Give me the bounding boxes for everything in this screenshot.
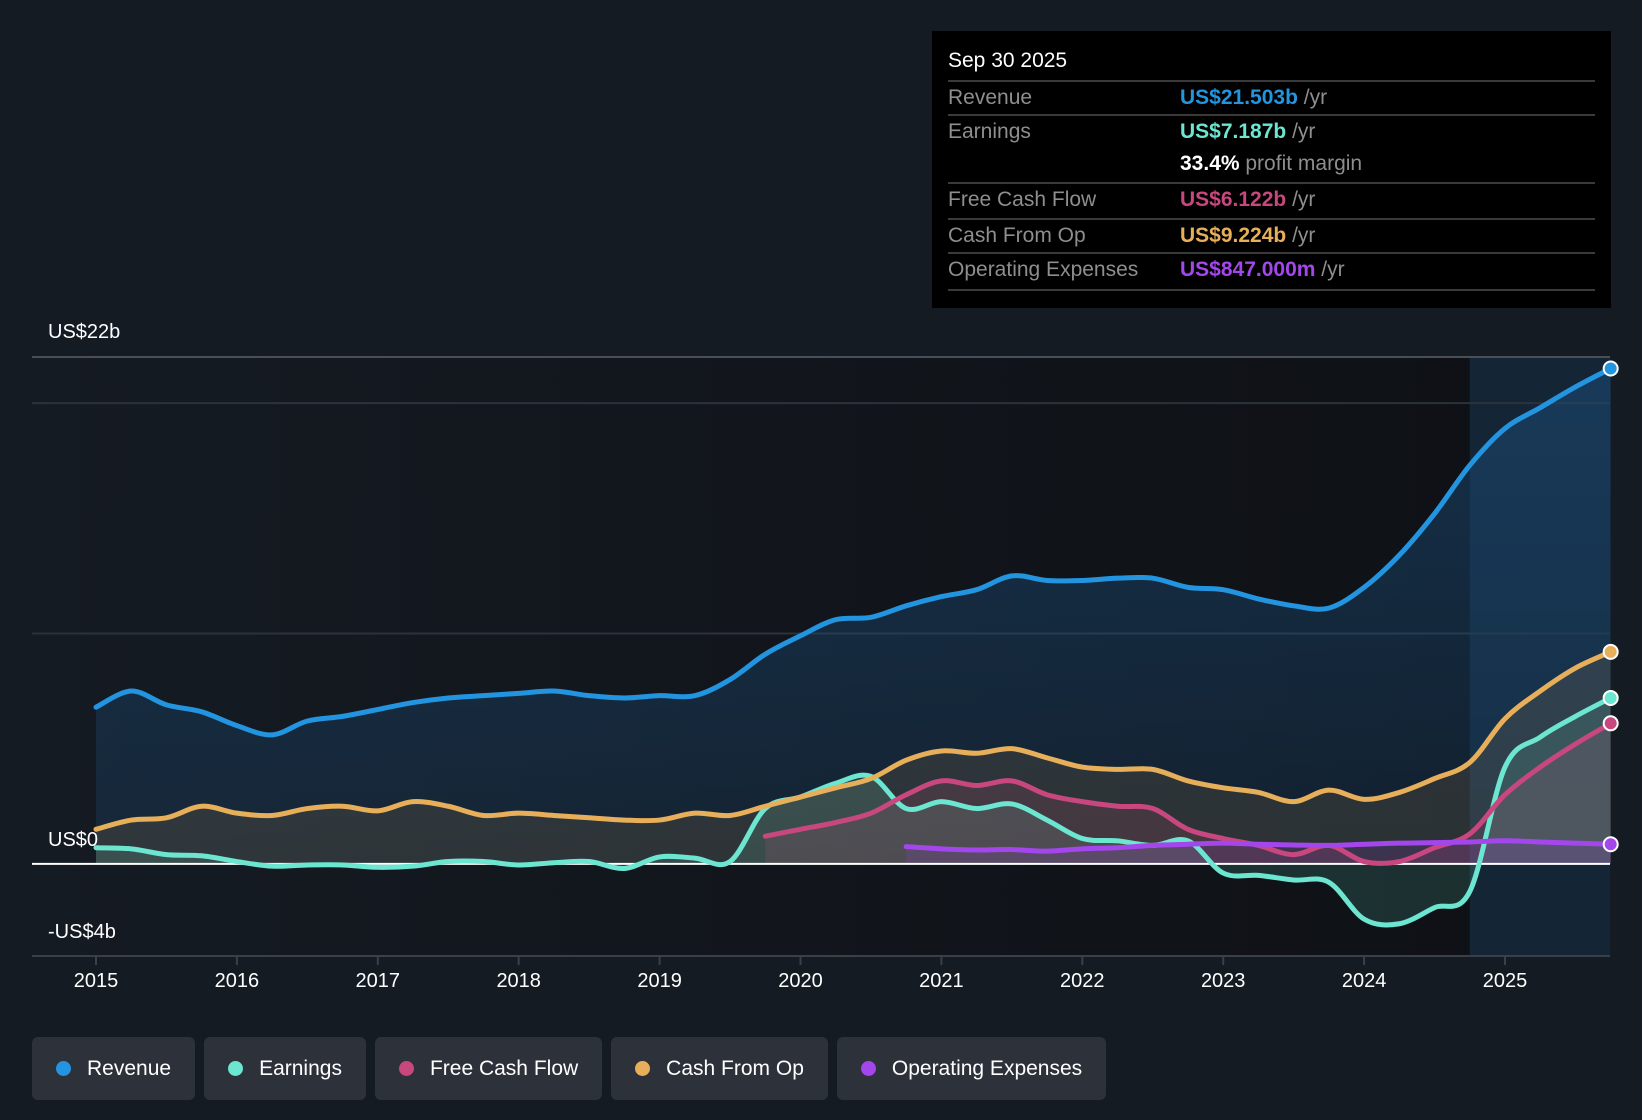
tooltip-value-number: US$847.000m bbox=[1180, 258, 1316, 281]
tooltip-label: Revenue bbox=[948, 86, 1033, 109]
tooltip-value: US$7.187b /yr bbox=[1180, 120, 1315, 144]
revenue-endpoint[interactable] bbox=[1602, 360, 1619, 377]
tooltip-unit: /yr bbox=[1315, 258, 1345, 281]
x-tick-label: 2024 bbox=[1341, 970, 1387, 992]
earnings-area bbox=[96, 697, 1611, 925]
x-tick-label: 2017 bbox=[355, 970, 401, 992]
legend-dot-icon bbox=[860, 1061, 876, 1076]
legend-dot-icon bbox=[635, 1061, 651, 1076]
revenue-line bbox=[93, 366, 1614, 738]
tooltip-value: 33.4% profit margin bbox=[1180, 152, 1362, 176]
tooltip-value: US$9.224b /yr bbox=[1180, 224, 1315, 248]
x-tick-label: 2021 bbox=[919, 970, 964, 992]
legend-label: Earnings bbox=[259, 1056, 342, 1080]
tooltip-value-number: US$7.187b bbox=[1180, 120, 1287, 143]
tooltip-value-number: 33.4% bbox=[1180, 152, 1240, 175]
legend-label: Operating Expenses bbox=[891, 1056, 1083, 1080]
cash-from-op-line bbox=[93, 649, 1614, 832]
x-tick-label: 2025 bbox=[1482, 970, 1528, 992]
tooltip-row-profit-margin: 33.4% profit margin bbox=[948, 148, 1595, 182]
earnings-endpoint[interactable] bbox=[1602, 689, 1619, 706]
tooltip-value-number: US$6.122b bbox=[1180, 188, 1287, 211]
tooltip-divider bbox=[948, 289, 1595, 291]
cash-from-op-endpoint[interactable] bbox=[1602, 643, 1619, 660]
operating-expenses-line bbox=[903, 838, 1614, 854]
x-tick-label: 2016 bbox=[214, 970, 260, 992]
tooltip-unit: /yr bbox=[1286, 224, 1316, 247]
tooltip-value-number: US$21.503b bbox=[1180, 86, 1298, 109]
legend-item-earnings[interactable]: Earnings bbox=[204, 1037, 366, 1100]
legend-item-operating-expenses[interactable]: Operating Expenses bbox=[836, 1037, 1107, 1100]
tooltip-unit: /yr bbox=[1286, 188, 1316, 211]
x-tick-label: 2018 bbox=[496, 970, 541, 992]
legend-label: Revenue bbox=[87, 1056, 172, 1080]
tooltip: Sep 30 2025 Revenue US$21.503b /yr Earni… bbox=[932, 31, 1611, 308]
legend-dot-icon bbox=[56, 1061, 71, 1076]
free-cash-flow-area bbox=[765, 723, 1611, 864]
legend-item-cash-from-op[interactable]: Cash From Op bbox=[611, 1037, 828, 1100]
x-tick-label: 2019 bbox=[637, 970, 682, 992]
tooltip-label: Earnings bbox=[948, 120, 1031, 143]
x-tick-label: 2015 bbox=[73, 970, 119, 992]
tooltip-unit: profit margin bbox=[1239, 152, 1363, 175]
legend-dot-icon bbox=[398, 1061, 414, 1076]
tooltip-value-number: US$9.224b bbox=[1180, 224, 1287, 247]
legend-label: Cash From Op bbox=[666, 1056, 804, 1080]
y-tick-label-zero: US$0 bbox=[48, 829, 99, 851]
tooltip-date: Sep 30 2025 bbox=[948, 49, 1068, 72]
tooltip-value: US$847.000m /yr bbox=[1180, 258, 1345, 282]
tooltip-value: US$21.503b /yr bbox=[1180, 86, 1327, 110]
y-tick-label-bottom: -US$4b bbox=[48, 921, 116, 943]
tooltip-row-free-cash-flow: Free Cash Flow US$6.122b /yr bbox=[948, 182, 1595, 218]
tooltip-label: Free Cash Flow bbox=[948, 188, 1097, 211]
tooltip-unit: /yr bbox=[1297, 86, 1328, 109]
legend-item-revenue[interactable]: Revenue bbox=[32, 1037, 196, 1100]
tooltip-row-cash-from-op: Cash From Op US$9.224b /yr bbox=[948, 218, 1595, 254]
tooltip-row-earnings: Earnings US$7.187b /yr bbox=[948, 114, 1595, 150]
tooltip-row-operating-expenses: Operating Expenses US$847.000m /yr bbox=[948, 252, 1595, 288]
revenue-area bbox=[96, 368, 1611, 864]
tooltip-label: Cash From Op bbox=[948, 224, 1086, 247]
y-tick-label-top: US$22b bbox=[48, 321, 121, 343]
tooltip-label: Operating Expenses bbox=[948, 258, 1139, 281]
x-tick-label: 2020 bbox=[778, 970, 823, 992]
cash-from-op-area bbox=[96, 651, 1611, 864]
legend-label: Free Cash Flow bbox=[429, 1056, 579, 1080]
earnings-line bbox=[93, 695, 1614, 928]
legend: Revenue Earnings Free Cash Flow Cash Fro… bbox=[32, 1037, 1107, 1100]
operating-expenses-endpoint[interactable] bbox=[1602, 836, 1619, 853]
legend-item-free-cash-flow[interactable]: Free Cash Flow bbox=[374, 1037, 603, 1100]
x-tick-label: 2023 bbox=[1200, 970, 1246, 992]
tooltip-row-revenue: Revenue US$21.503b /yr bbox=[948, 80, 1595, 116]
tooltip-value: US$6.122b /yr bbox=[1180, 188, 1315, 212]
tooltip-unit: /yr bbox=[1286, 120, 1316, 143]
free-cash-flow-endpoint[interactable] bbox=[1602, 715, 1619, 732]
legend-dot-icon bbox=[228, 1061, 244, 1076]
free-cash-flow-line bbox=[762, 720, 1614, 866]
x-tick-label: 2022 bbox=[1060, 970, 1105, 992]
